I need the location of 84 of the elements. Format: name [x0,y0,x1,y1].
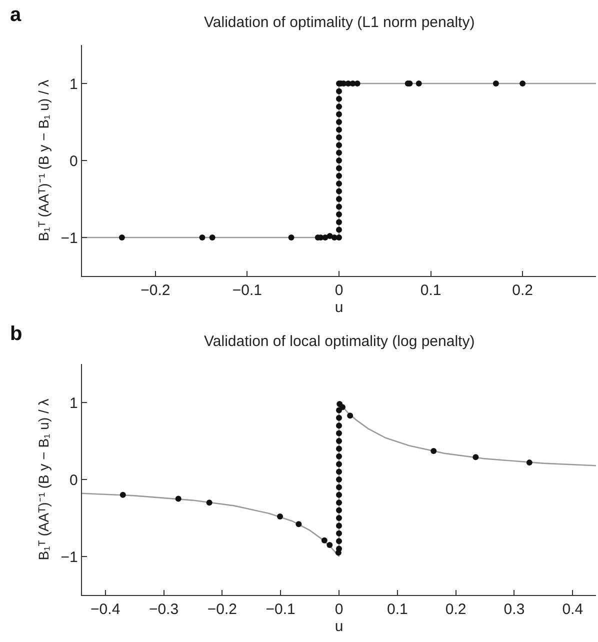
point [336,172,342,179]
point [520,80,526,86]
point [336,468,342,475]
point [347,412,354,419]
point [336,507,342,514]
point [336,104,342,110]
point [206,500,212,506]
point [336,515,342,521]
point [336,453,342,460]
point [120,492,126,498]
x-tick-label: −0.1 [232,282,262,300]
point [336,422,342,429]
point [336,234,342,240]
y-tick-label: −1 [60,548,78,566]
point [336,165,342,172]
y-axis-title: B₁ᵀ (AAᵀ)⁻¹ (B y − B₁ u) / λ [35,398,52,560]
x-tick-label: 0 [334,601,344,618]
point [336,500,342,506]
point [336,142,342,148]
text: a [10,4,22,26]
point [336,134,342,140]
point [430,448,437,454]
x-tick-label: 0.2 [512,282,533,300]
point [336,158,342,164]
point [175,496,182,502]
point [209,234,216,240]
point [336,188,342,194]
y-tick-label: −1 [60,230,78,247]
chart-title: Validation of optimality (L1 norm penalty) [204,14,475,31]
point [336,484,342,490]
point [416,80,422,86]
x-tick-label: 0.3 [504,601,525,618]
point [336,461,342,468]
point [336,226,342,233]
point [326,542,333,548]
x-tick-label: 0.1 [420,282,442,300]
x-axis-title: u [334,299,344,316]
point [199,234,206,240]
x-tick-label: −0.1 [266,601,296,618]
point [336,196,342,202]
point [336,119,342,125]
point [336,204,342,210]
point [336,492,342,498]
point [336,150,342,156]
point [526,460,532,466]
point [336,438,342,444]
point [336,219,342,226]
x-tick-label: −0.3 [148,601,179,618]
x-tick-label: −0.2 [207,601,237,618]
point [336,126,342,133]
point [336,180,342,187]
point [296,521,302,528]
chart-title: Validation of local optimality (log penalty) [204,333,475,350]
point [118,234,125,240]
y-tick-label: 0 [70,472,78,489]
x-tick-label: −0.2 [140,282,170,300]
point [336,538,342,544]
point [277,513,284,520]
point [336,211,342,218]
y-tick-label: 0 [70,152,78,170]
point [340,404,346,410]
x-tick-label: 0 [334,282,344,300]
x-tick-label: −0.4 [90,601,120,618]
point [321,537,328,544]
text: b [10,323,22,345]
y-axis-title: B₁ᵀ (AAᵀ)⁻¹ (B y − B₁ u) / λ [35,80,52,242]
y-tick-label: 1 [70,394,78,412]
point [472,454,479,460]
point [336,446,342,452]
x-tick-label: 0.4 [562,601,584,618]
point [336,111,342,118]
point [492,80,499,86]
point [336,88,342,94]
y-tick-label: 1 [70,76,78,93]
point [336,530,342,536]
point [336,522,342,529]
x-tick-label: 0.1 [386,601,408,618]
x-axis-title: u [334,618,344,636]
point [288,234,294,240]
point [336,414,342,421]
point [336,476,342,482]
x-tick-label: 0.2 [445,601,466,618]
point [336,430,342,436]
point [336,96,342,102]
